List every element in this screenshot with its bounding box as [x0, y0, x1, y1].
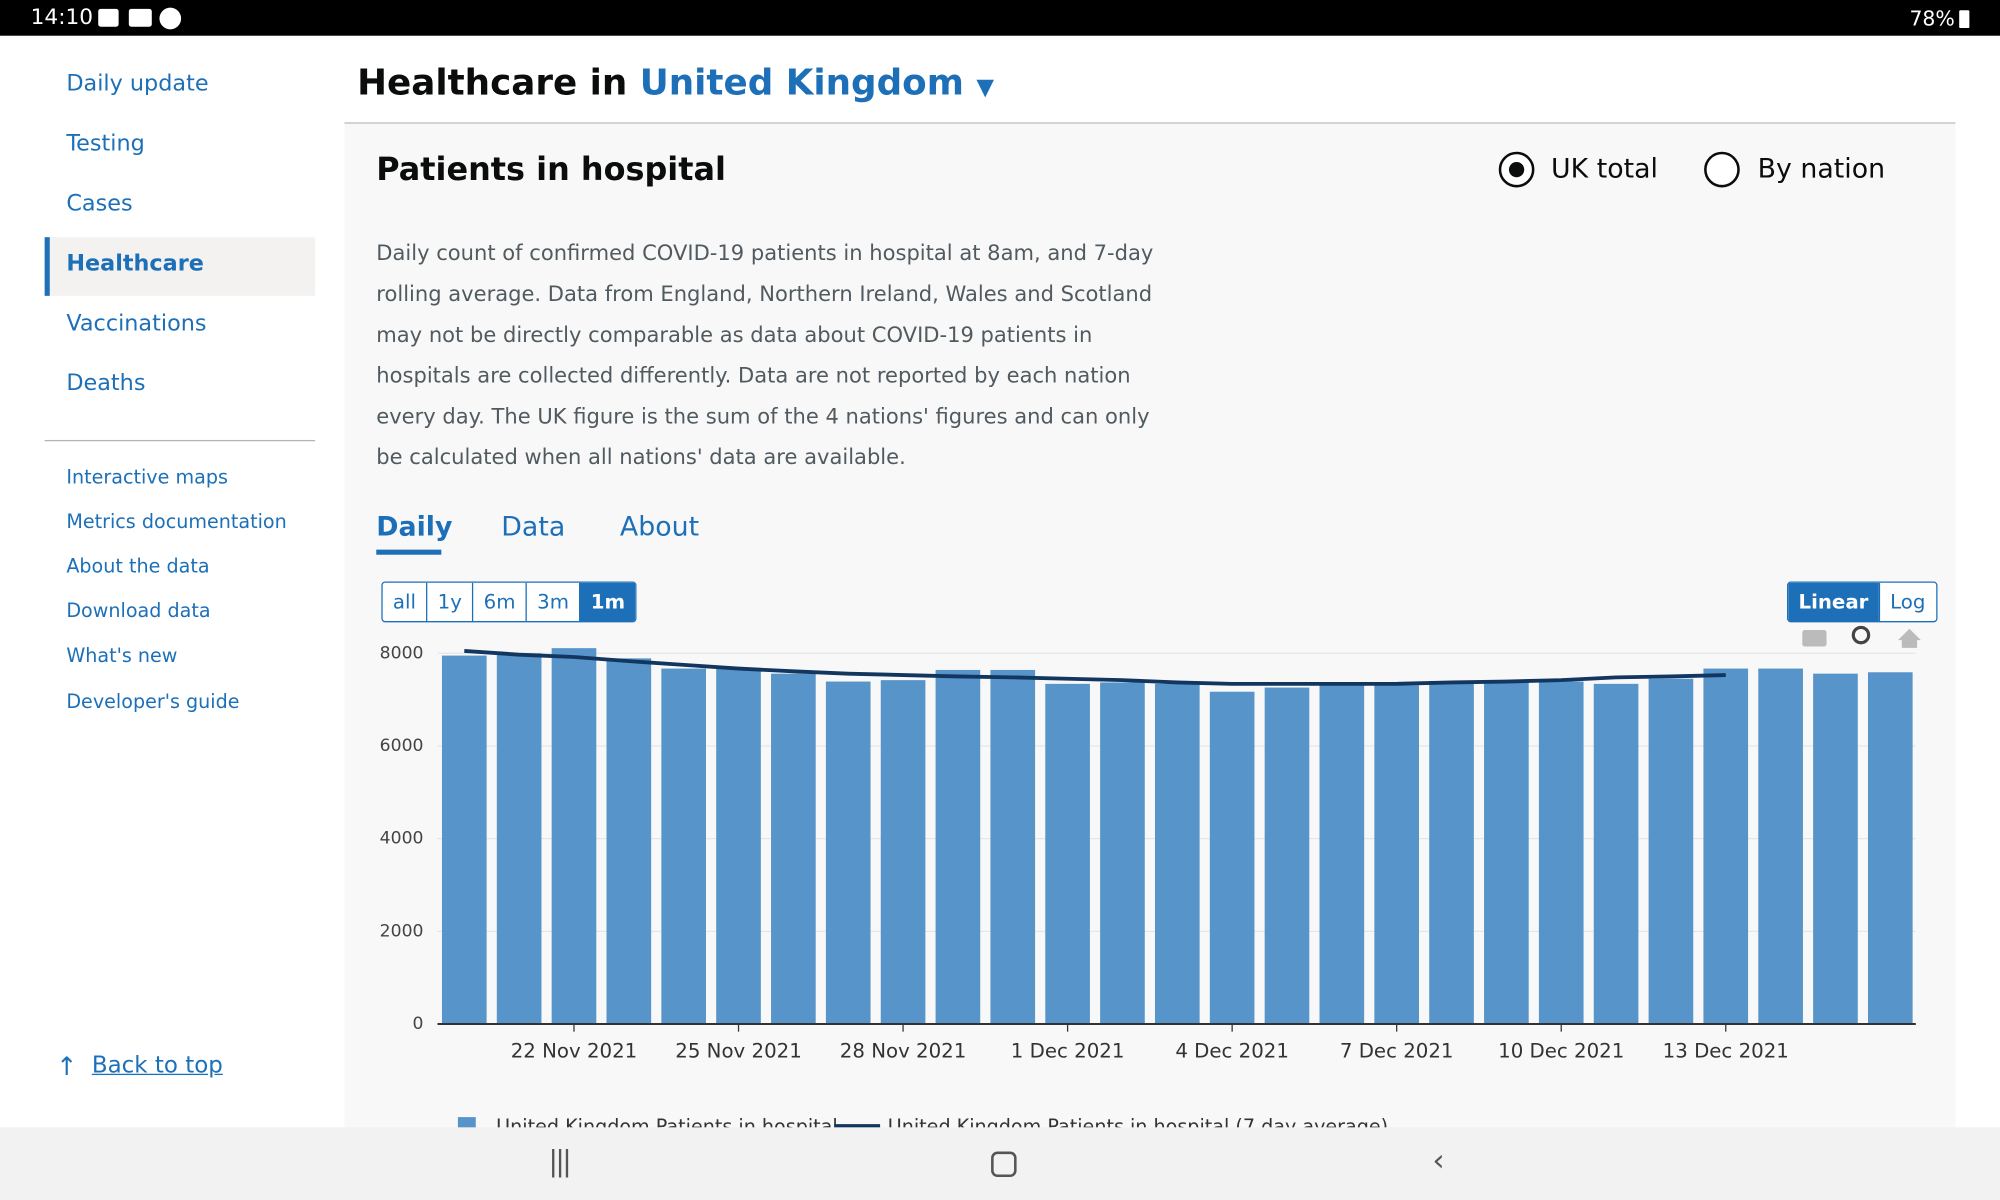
- x-tick-label: 13 Dec 2021: [1663, 1040, 1789, 1063]
- battery-icon: [1959, 10, 1970, 29]
- bar: [935, 669, 981, 1025]
- status-icon: [98, 8, 119, 27]
- card-title: Patients in hospital: [376, 150, 726, 188]
- dropdown-caret[interactable]: ▼: [976, 73, 995, 101]
- bar: [1429, 683, 1474, 1025]
- heading-prefix: Healthcare in: [357, 61, 628, 104]
- range-button[interactable]: all: [392, 590, 416, 614]
- back-to-top[interactable]: Back to top: [91, 1052, 223, 1079]
- range-button[interactable]: 3m: [525, 582, 580, 622]
- camera-icon[interactable]: [1802, 629, 1827, 647]
- system-nav-bar: [0, 1127, 2000, 1200]
- nav-link-active[interactable]: Healthcare: [66, 251, 204, 277]
- modebar: [1802, 625, 1921, 648]
- range-button[interactable]: 6m: [472, 582, 526, 622]
- bar: [1593, 683, 1639, 1025]
- y-tick-label: 4000: [380, 829, 424, 849]
- y-tick-label: 6000: [380, 736, 424, 756]
- bar: [825, 681, 871, 1025]
- radio-checked[interactable]: [1498, 151, 1535, 188]
- x-tick-label: 1 Dec 2021: [1011, 1040, 1125, 1063]
- status-icon: [128, 8, 152, 27]
- bar: [1045, 683, 1090, 1025]
- bar: [1648, 678, 1694, 1025]
- battery-level: 78%: [1909, 6, 1955, 31]
- arrow-up-icon: ↑: [56, 1050, 78, 1082]
- zoom-icon[interactable]: [1851, 625, 1871, 645]
- bar: [1538, 681, 1584, 1025]
- nav-link[interactable]: Cases: [66, 191, 133, 217]
- nav-link[interactable]: Interactive maps: [66, 465, 228, 489]
- bar: [1100, 682, 1145, 1025]
- recents-button[interactable]: |||: [548, 1146, 571, 1179]
- nav-link[interactable]: What's new: [66, 643, 178, 667]
- bar: [880, 680, 926, 1025]
- x-tick-label: 28 Nov 2021: [840, 1040, 967, 1063]
- x-tick-label: 7 Dec 2021: [1340, 1040, 1454, 1063]
- nav-link[interactable]: Developer's guide: [66, 689, 240, 713]
- tab[interactable]: Data: [501, 511, 566, 542]
- x-tick-label: 22 Nov 2021: [511, 1040, 638, 1063]
- back-button[interactable]: ‹: [1432, 1142, 1445, 1179]
- bar: [1813, 673, 1858, 1025]
- tab-underline: [376, 549, 442, 555]
- range-button[interactable]: 1m: [579, 582, 636, 622]
- y-tick-label: 2000: [380, 921, 424, 941]
- range-buttons: all 1y 6m 3m 1m: [381, 581, 637, 623]
- bar: [1758, 668, 1803, 1025]
- description: Daily count of confirmed COVID-19 patien…: [376, 241, 1154, 470]
- home-button[interactable]: [991, 1151, 1017, 1178]
- radio-label[interactable]: UK total: [1551, 153, 1658, 184]
- bar: [1154, 683, 1200, 1025]
- nav-link[interactable]: About the data: [66, 554, 210, 578]
- bar: [1484, 682, 1529, 1025]
- divider: [44, 439, 316, 442]
- bar: [1319, 685, 1365, 1025]
- bar: [551, 648, 597, 1025]
- bar: [990, 669, 1036, 1025]
- nav-link[interactable]: Metrics documentation: [66, 510, 287, 534]
- status-icon: [159, 7, 182, 30]
- y-tick-label: 8000: [380, 643, 424, 663]
- nav-link[interactable]: Testing: [66, 131, 145, 157]
- clock: 14:10: [30, 5, 94, 31]
- x-tick-label: 4 Dec 2021: [1175, 1040, 1289, 1063]
- page-heading: Healthcare in United Kingdom ▼: [357, 61, 994, 103]
- scale-button[interactable]: Linear: [1788, 582, 1879, 622]
- scale-button[interactable]: Log: [1878, 582, 1936, 622]
- x-tick-label: 10 Dec 2021: [1498, 1040, 1624, 1063]
- y-tick-label: 0: [413, 1014, 424, 1034]
- bar: [1264, 687, 1310, 1025]
- home-icon[interactable]: [1897, 628, 1921, 648]
- bar: [1703, 668, 1749, 1025]
- bar: [1209, 691, 1255, 1025]
- bar: [1374, 685, 1420, 1025]
- header-rule: [344, 122, 1956, 124]
- scale-buttons: Linear Log: [1786, 581, 1937, 623]
- bar: [1867, 672, 1913, 1025]
- nav-link[interactable]: Vaccinations: [66, 311, 207, 337]
- x-tick-label: 25 Nov 2021: [675, 1040, 802, 1063]
- bar: [771, 673, 816, 1025]
- nav-link[interactable]: Download data: [66, 599, 211, 623]
- status-bar: [0, 0, 2000, 36]
- bar: [441, 655, 487, 1025]
- bar: [606, 658, 652, 1025]
- range-button[interactable]: 1y: [426, 582, 472, 622]
- bar: [716, 668, 761, 1025]
- average-line: [464, 649, 1726, 686]
- bar: [661, 668, 706, 1025]
- tab[interactable]: About: [619, 511, 700, 542]
- area-selector[interactable]: United Kingdom: [639, 61, 964, 104]
- tab-active[interactable]: Daily: [376, 511, 453, 542]
- nav-link[interactable]: Deaths: [66, 371, 146, 397]
- radio-label[interactable]: By nation: [1757, 153, 1886, 184]
- radio[interactable]: [1704, 151, 1740, 188]
- nav-active-bg: [44, 237, 316, 296]
- nav-link[interactable]: Daily update: [66, 71, 209, 97]
- bar: [496, 653, 542, 1025]
